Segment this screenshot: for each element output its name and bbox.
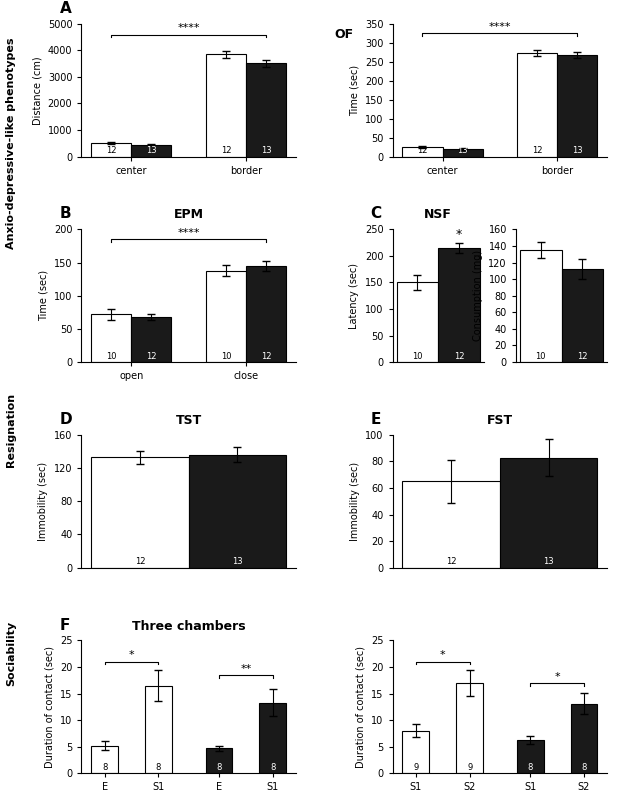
Bar xyxy=(246,63,286,156)
Y-axis label: Immobility (sec): Immobility (sec) xyxy=(38,461,48,541)
Text: *: * xyxy=(129,650,135,661)
Text: 13: 13 xyxy=(457,146,468,155)
Bar xyxy=(516,740,543,773)
Text: 8: 8 xyxy=(528,763,533,772)
Text: F: F xyxy=(59,618,70,633)
Bar xyxy=(403,481,500,567)
Bar xyxy=(456,683,483,773)
Bar xyxy=(91,143,131,156)
Text: Sociability: Sociability xyxy=(6,621,16,686)
Text: 8: 8 xyxy=(582,763,587,772)
Bar xyxy=(403,731,429,773)
Text: *: * xyxy=(440,650,446,661)
Text: B: B xyxy=(59,206,71,222)
Text: 12: 12 xyxy=(417,146,428,155)
Text: 12: 12 xyxy=(106,146,116,155)
Y-axis label: Duration of contact (sec): Duration of contact (sec) xyxy=(44,646,54,768)
Text: 9: 9 xyxy=(467,763,472,772)
Bar xyxy=(443,149,483,156)
Bar xyxy=(131,317,172,362)
Bar xyxy=(557,55,597,156)
Text: Resignation: Resignation xyxy=(6,393,16,468)
Bar xyxy=(205,748,232,773)
Text: 9: 9 xyxy=(413,763,418,772)
Text: Anxio-depressive-like phenotypes: Anxio-depressive-like phenotypes xyxy=(6,37,16,249)
Bar xyxy=(246,266,286,362)
Text: 13: 13 xyxy=(232,557,243,566)
Text: 12: 12 xyxy=(135,557,145,566)
Bar xyxy=(91,314,131,362)
Text: ****: **** xyxy=(489,22,511,32)
Text: 12: 12 xyxy=(146,351,156,361)
Bar xyxy=(188,455,286,567)
Text: 13: 13 xyxy=(543,557,554,566)
Bar xyxy=(259,702,286,773)
Text: 8: 8 xyxy=(102,763,107,772)
Y-axis label: Duration of contact (sec): Duration of contact (sec) xyxy=(356,646,366,768)
Text: 10: 10 xyxy=(221,351,231,361)
Bar xyxy=(570,704,597,773)
Text: D: D xyxy=(59,412,72,427)
Y-axis label: Time (sec): Time (sec) xyxy=(38,270,48,321)
Y-axis label: Distance (cm): Distance (cm) xyxy=(32,56,42,124)
Bar xyxy=(145,685,172,773)
Bar xyxy=(131,144,172,156)
Bar xyxy=(520,250,562,362)
Bar xyxy=(397,282,438,362)
Y-axis label: Time (sec): Time (sec) xyxy=(349,65,359,116)
Text: 12: 12 xyxy=(261,351,272,361)
Text: 12: 12 xyxy=(446,557,456,566)
Text: 10: 10 xyxy=(106,351,116,361)
Text: TST: TST xyxy=(175,414,202,427)
Bar xyxy=(206,270,246,362)
Text: 12: 12 xyxy=(221,146,231,155)
Text: EPM: EPM xyxy=(173,209,203,222)
Bar xyxy=(517,53,557,156)
Text: **: ** xyxy=(240,664,252,673)
Text: 8: 8 xyxy=(156,763,161,772)
Text: A: A xyxy=(59,1,71,16)
Text: 12: 12 xyxy=(532,146,543,155)
Text: NSF: NSF xyxy=(424,209,452,222)
Bar xyxy=(206,54,246,156)
Text: 10: 10 xyxy=(536,351,546,361)
Text: E: E xyxy=(371,412,381,427)
Bar xyxy=(403,147,443,156)
Text: FST: FST xyxy=(487,414,513,427)
Bar xyxy=(562,269,603,362)
Text: ****: **** xyxy=(177,23,200,33)
Text: 8: 8 xyxy=(270,763,275,772)
Text: *: * xyxy=(456,228,462,241)
Bar xyxy=(91,745,118,773)
Text: ****: **** xyxy=(177,228,200,238)
Text: 13: 13 xyxy=(146,146,156,155)
Text: OF: OF xyxy=(335,28,354,41)
Text: Three chambers: Three chambers xyxy=(132,619,245,633)
Text: 13: 13 xyxy=(261,146,272,155)
Text: 12: 12 xyxy=(454,351,464,361)
Text: 13: 13 xyxy=(572,146,583,155)
Bar xyxy=(438,248,480,362)
Y-axis label: Latency (sec): Latency (sec) xyxy=(349,263,359,328)
Bar xyxy=(500,457,597,567)
Text: 12: 12 xyxy=(577,351,588,361)
Text: 8: 8 xyxy=(217,763,222,772)
Text: 10: 10 xyxy=(413,351,423,361)
Y-axis label: Immobility (sec): Immobility (sec) xyxy=(350,461,359,541)
Y-axis label: Consumption (mg): Consumption (mg) xyxy=(473,250,483,341)
Text: C: C xyxy=(371,206,382,222)
Bar xyxy=(91,457,188,567)
Text: *: * xyxy=(554,672,560,681)
